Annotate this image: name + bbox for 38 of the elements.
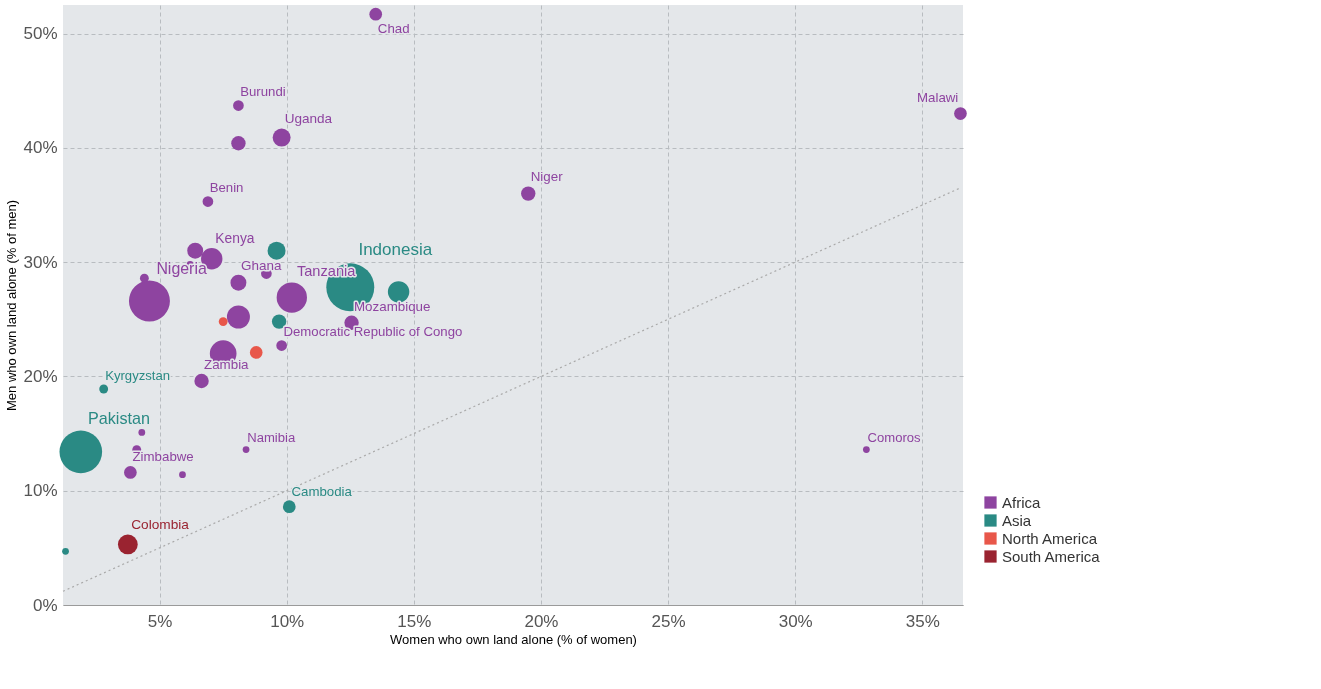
y-axis-title: Men who own land alone (% of men) bbox=[4, 199, 20, 412]
y-tick-label: 20% bbox=[23, 366, 58, 386]
annotation: Pakistan bbox=[88, 408, 150, 427]
annotation: Democratic Republic of Congo bbox=[283, 323, 463, 339]
x-tick-label: 15% bbox=[397, 611, 432, 631]
legend-label: North America bbox=[1002, 529, 1098, 547]
annotation: Ghana bbox=[241, 257, 282, 273]
annotation: Indonesia bbox=[358, 240, 433, 260]
x-tick-label: 20% bbox=[524, 611, 559, 631]
y-tick-label: 30% bbox=[23, 252, 58, 272]
annotation: Zambia bbox=[203, 356, 250, 372]
annotation: Comoros bbox=[867, 429, 922, 445]
y-tick-label: 0% bbox=[32, 595, 58, 615]
annotation: Kenya bbox=[215, 230, 255, 246]
annotation: Chad bbox=[377, 21, 410, 37]
y-tick-label: 40% bbox=[23, 138, 58, 158]
x-tick-label: 35% bbox=[905, 611, 940, 631]
annotation: Uganda bbox=[284, 111, 333, 127]
annotation: Zimbabwe bbox=[132, 449, 194, 465]
x-tick-label: 10% bbox=[270, 611, 305, 631]
y-tick-label: 10% bbox=[23, 481, 58, 501]
legend-label: South America bbox=[1002, 547, 1101, 565]
annotation: Cambodia bbox=[291, 483, 353, 499]
annotation: Niger bbox=[530, 169, 564, 185]
x-axis-title: Women who own land alone (% of women) bbox=[390, 631, 637, 647]
legend-label: Africa bbox=[1002, 493, 1041, 511]
annotation: Colombia bbox=[131, 517, 190, 533]
legend-label: Asia bbox=[1002, 511, 1032, 529]
x-tick-label: 30% bbox=[778, 611, 813, 631]
y-tick-label: 50% bbox=[23, 24, 58, 44]
annotation: Namibia bbox=[247, 429, 296, 445]
annotation: Kyrgyzstan bbox=[105, 368, 171, 384]
annotation: Benin bbox=[209, 179, 244, 195]
x-tick-label: 5% bbox=[147, 611, 173, 631]
annotation: Nigeria bbox=[156, 259, 207, 277]
annotation: Burundi bbox=[240, 83, 286, 99]
annotation: Malawi bbox=[917, 90, 959, 106]
x-tick-label: 25% bbox=[651, 611, 686, 631]
